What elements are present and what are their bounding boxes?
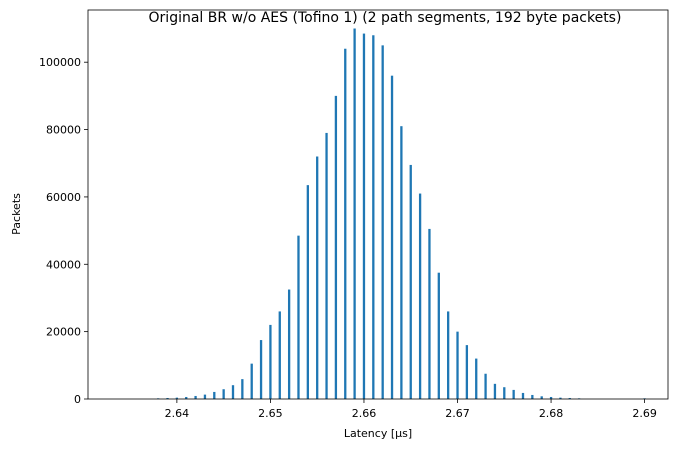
histogram-bar	[185, 396, 188, 399]
histogram-bar	[166, 397, 169, 399]
histogram-bar	[344, 48, 347, 399]
y-axis-ticks: 0 20000 40000 60000 80000 100000	[39, 56, 88, 406]
histogram-bar	[203, 394, 207, 399]
histogram-bar	[484, 373, 487, 399]
x-tick-label: 2.69	[632, 407, 657, 420]
y-tick-label: 20000	[46, 326, 81, 339]
y-tick-label: 40000	[46, 258, 81, 271]
histogram-bar	[231, 385, 235, 399]
y-tick-label: 0	[74, 393, 81, 406]
histogram-bar	[493, 383, 497, 399]
histogram-bar	[512, 389, 515, 399]
histogram-bar	[372, 35, 375, 399]
x-tick-label: 2.68	[539, 407, 564, 420]
bar-group	[157, 28, 646, 400]
x-tick-label: 2.64	[165, 407, 190, 420]
histogram-bar	[269, 324, 272, 399]
histogram-bar	[362, 33, 366, 399]
histogram-bar	[353, 28, 356, 400]
histogram-bar	[259, 340, 263, 399]
histogram-bar	[437, 272, 440, 399]
histogram-bar	[250, 363, 253, 399]
histogram-bar	[568, 397, 571, 399]
histogram-bar	[287, 289, 291, 399]
chart-title: Original BR w/o AES (Tofino 1) (2 path s…	[149, 10, 622, 26]
histogram-bar	[334, 95, 338, 399]
histogram-bar	[175, 397, 179, 399]
histogram-bar	[447, 311, 450, 399]
histogram-bar	[559, 397, 562, 399]
histogram-bar	[381, 45, 384, 400]
histogram-bar	[297, 235, 300, 399]
histogram-bar	[428, 228, 431, 399]
y-axis-label: Packets	[10, 193, 23, 235]
histogram-bar	[278, 311, 281, 399]
histogram-bar	[325, 132, 328, 399]
histogram-bar	[531, 394, 534, 399]
histogram-bar	[222, 389, 225, 399]
y-tick-label: 60000	[46, 191, 81, 204]
histogram-bar	[503, 387, 506, 399]
histogram-bar	[409, 164, 412, 399]
plot-frame	[87, 9, 669, 400]
histogram-bar	[465, 345, 469, 399]
histogram-bar	[456, 331, 459, 399]
x-tick-label: 2.67	[445, 407, 470, 420]
histogram-bar	[194, 395, 197, 399]
histogram-bar	[400, 126, 403, 399]
histogram-bar	[316, 156, 319, 399]
histogram-bar	[213, 391, 216, 399]
histogram-bar	[549, 396, 553, 399]
histogram-bar	[540, 396, 543, 399]
y-tick-label: 80000	[46, 124, 81, 137]
x-axis-label: Latency [µs]	[344, 427, 412, 440]
histogram-bar	[241, 379, 244, 399]
histogram-bar	[418, 193, 422, 399]
histogram-bar	[306, 185, 309, 399]
y-tick-label: 100000	[39, 56, 81, 69]
histogram-bar	[475, 358, 478, 399]
x-tick-label: 2.66	[352, 407, 377, 420]
x-tick-label: 2.65	[258, 407, 283, 420]
x-axis-ticks: 2.64 2.65 2.66 2.67 2.68 2.69	[165, 399, 657, 420]
histogram-bar	[521, 392, 525, 399]
histogram-bar	[390, 75, 394, 400]
